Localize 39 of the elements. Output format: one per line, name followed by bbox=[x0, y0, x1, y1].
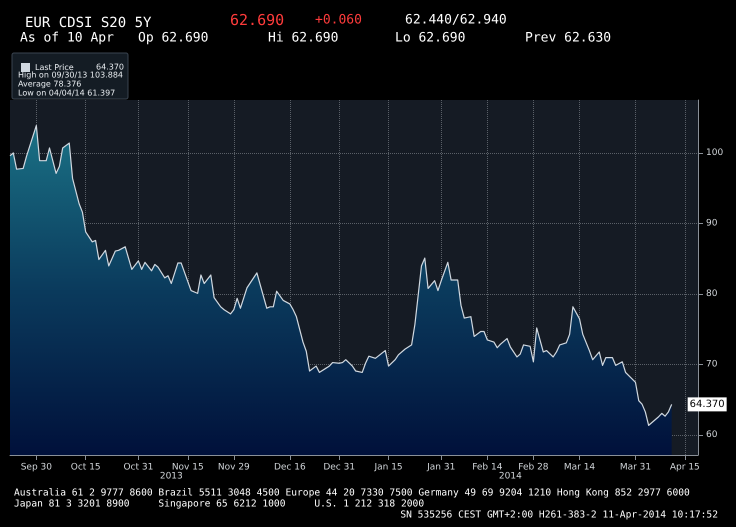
x-tick-label: Nov 29 bbox=[218, 462, 250, 472]
x-tick-label: Jan 31 bbox=[426, 462, 456, 472]
x-tick-label: Feb 14 bbox=[472, 462, 503, 472]
legend-label: Last Price bbox=[35, 63, 74, 72]
x-tick-label: Nov 15 bbox=[172, 462, 204, 472]
x-tick-label: Dec 16 bbox=[274, 462, 306, 472]
text: 62.690 bbox=[230, 11, 284, 29]
chart-title: EUR CDSI S20 5Y bbox=[25, 15, 152, 31]
text: +0.060 bbox=[315, 12, 362, 28]
x2-tick-label: 2013 bbox=[160, 472, 183, 482]
text: 64.370 bbox=[96, 62, 124, 72]
data-label: 64.370 bbox=[690, 398, 725, 410]
y-tick-label: 70 bbox=[706, 360, 718, 370]
y-tick-label: 100 bbox=[706, 148, 724, 158]
y-tick-label: 80 bbox=[706, 289, 718, 300]
text: Prev 62.630 bbox=[525, 30, 612, 46]
y-tick-label: 60 bbox=[706, 430, 718, 440]
text: Average 78.376 bbox=[18, 80, 82, 88]
x-tick-label: Feb 28 bbox=[518, 462, 549, 472]
text: Lo 62.690 bbox=[395, 30, 466, 46]
x-tick-label: Dec 31 bbox=[323, 462, 356, 472]
x2-tick-label: 2014 bbox=[498, 472, 522, 482]
x-tick-label: Mar 31 bbox=[620, 462, 652, 472]
x-tick-label: Apr 15 bbox=[670, 462, 700, 472]
text: Australia 61 2 9777 8600 Brazil 5511 3048 4500 Europe 44 20 7330 7500 Germany 49 69 9204 1210 Hong Kong 852 2977 6000 bbox=[14, 488, 690, 498]
text: Low on 04/04/14 61.397 bbox=[18, 88, 116, 98]
text: 62.440/62.940 bbox=[405, 12, 507, 28]
x-tick-label: Sep 30 bbox=[20, 462, 52, 472]
text: As of 10 Apr bbox=[20, 30, 114, 46]
text: SN 535256 CEST GMT+2:00 H261-383-2 11-Apr-2014 10:17:52 bbox=[400, 510, 718, 520]
y-tick-label: 90 bbox=[706, 218, 718, 229]
text: High on 09/30/13 103.884 bbox=[18, 70, 123, 80]
text: Japan 81 3 3201 8900 Singapore 65 6212 1000 U.S. 1 212 318 2000 bbox=[14, 498, 424, 510]
text: Hi 62.690 bbox=[268, 30, 338, 46]
text: Op 62.690 bbox=[138, 30, 208, 46]
x-tick-label: Mar 14 bbox=[564, 462, 596, 472]
x-tick-label: Jan 15 bbox=[373, 462, 403, 472]
x-tick-label: Oct 15 bbox=[70, 462, 101, 472]
x-tick-label: Oct 31 bbox=[123, 462, 154, 472]
